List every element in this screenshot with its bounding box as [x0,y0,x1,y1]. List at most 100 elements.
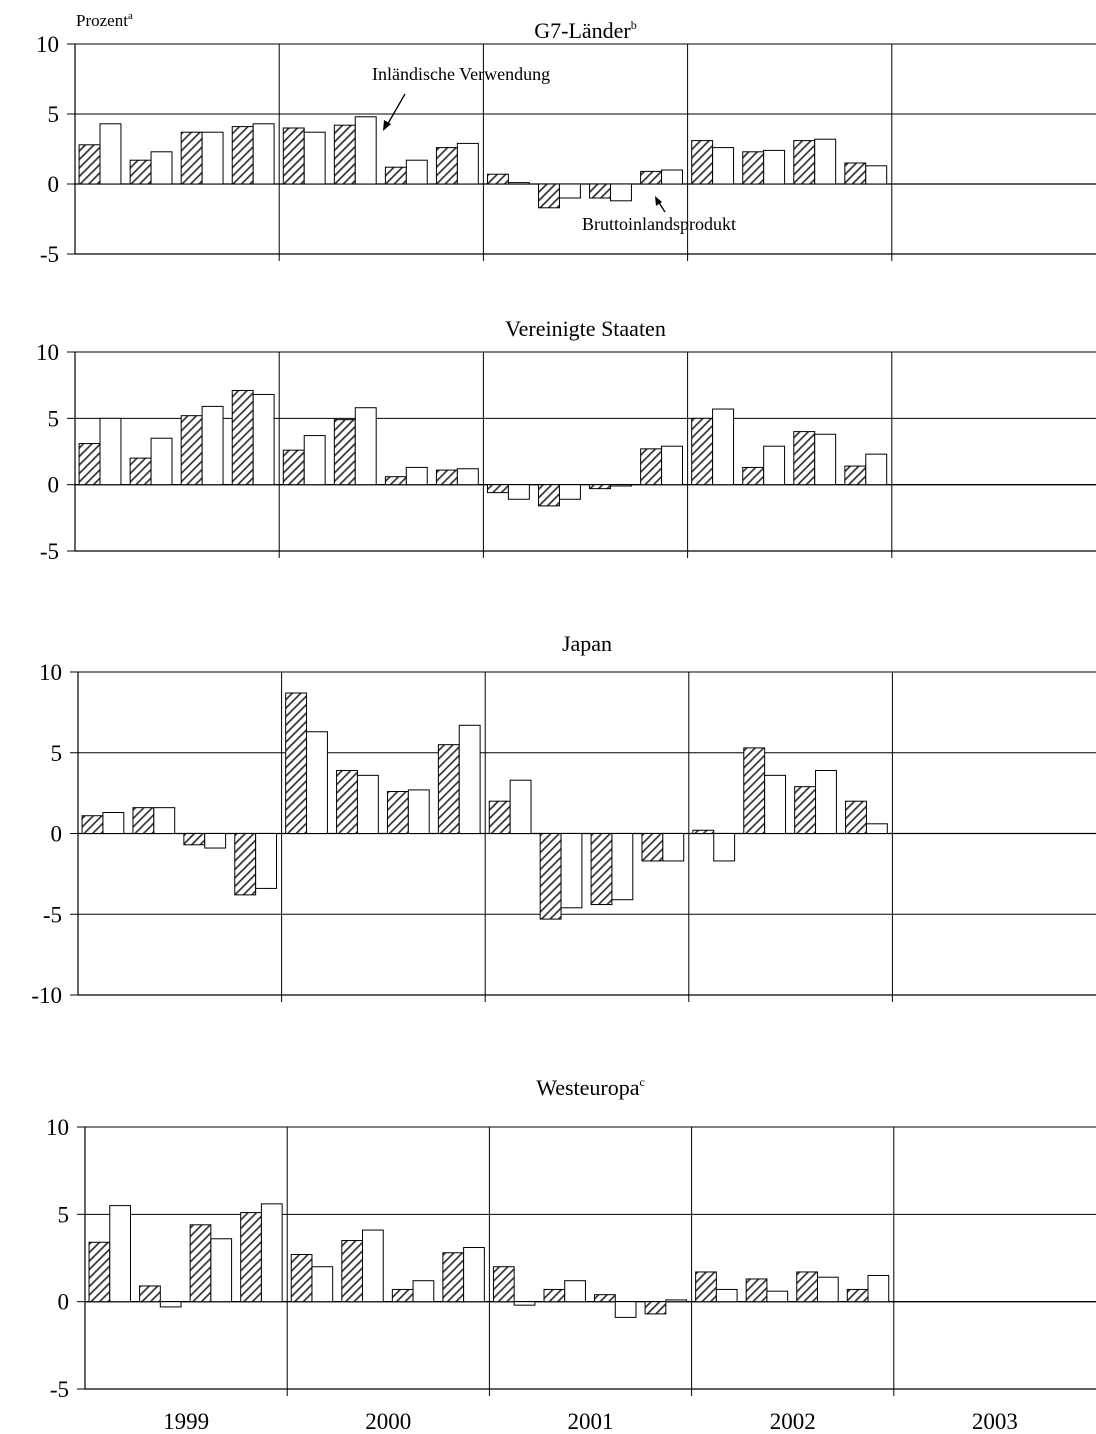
bar-bruttoinlandsprodukt [844,465,867,486]
bar-bruttoinlandsprodukt [742,151,765,185]
bar-bruttoinlandsprodukt [543,1288,566,1303]
bar-bruttoinlandsprodukt [282,449,305,486]
bar-bruttoinlandsprodukt [844,162,867,185]
bar-inlaendische-verwendung [867,1274,890,1303]
bar-bruttoinlandsprodukt [845,800,867,835]
bar-bruttoinlandsprodukt [589,183,612,199]
bar-inlaendische-verwendung [456,468,479,486]
y-tick-label: 5 [51,741,63,766]
bar-inlaendische-verwendung [362,1229,384,1303]
bar-inlaendische-verwendung [611,833,634,901]
bar-inlaendische-verwendung [766,1290,789,1303]
chart-panel: Westeuropac -5 0 5 10 [46,1075,1096,1402]
chart-panel: Vereinigte Staaten -5 0 5 10 [36,316,1096,564]
panel-title: Japan [562,631,612,656]
bar-inlaendische-verwendung [764,774,787,834]
unit-label-text: Prozent [76,11,128,30]
bar-inlaendische-verwendung [405,466,428,486]
y-tick-label: 10 [36,32,59,57]
bar-bruttoinlandsprodukt [492,1266,515,1303]
bar-inlaendische-verwendung [260,1203,283,1303]
annotation-arrowhead-gdp [655,196,662,206]
x-year-label: 2000 [365,1409,411,1434]
panel-title-text: Japan [562,631,612,656]
bar-bruttoinlandsprodukt [435,147,458,185]
bar-inlaendische-verwendung [102,812,125,835]
bar-bruttoinlandsprodukt [78,144,101,185]
bar-inlaendische-verwendung [815,770,837,835]
bar-bruttoinlandsprodukt [341,1240,364,1303]
y-tick-label: 0 [58,1290,70,1315]
bar-bruttoinlandsprodukt [594,1294,616,1303]
bar-inlaendische-verwendung [507,182,530,185]
y-tick-label: 0 [51,822,63,847]
bar-inlaendische-verwendung [109,1205,131,1303]
bar-bruttoinlandsprodukt [180,415,203,486]
bar-bruttoinlandsprodukt [285,692,308,834]
y-tick-label: 10 [36,340,59,365]
unit-label: Prozenta [76,10,133,30]
bar-bruttoinlandsprodukt [486,484,509,494]
bar-inlaendische-verwendung [210,1238,233,1303]
panel-title-text: Vereinigte Staaten [505,316,666,341]
bar-bruttoinlandsprodukt [691,140,714,185]
bar-inlaendische-verwendung [412,1280,435,1303]
bar-inlaendische-verwendung [99,417,122,486]
bar-inlaendische-verwendung [311,1266,334,1303]
x-axis-year-labels: 1999 2000 2001 2002 2003 [163,1409,1018,1434]
bar-inlaendische-verwendung [713,833,736,862]
bar-inlaendische-verwendung [865,165,888,185]
bar-bruttoinlandsprodukt [691,417,714,486]
bar-bruttoinlandsprodukt [336,770,358,835]
bar-bruttoinlandsprodukt [846,1288,869,1303]
bar-inlaendische-verwendung [456,142,479,185]
panel-title-text: Westeuropa [536,1075,640,1100]
bar-bruttoinlandsprodukt [129,457,152,486]
y-tick-label: 5 [48,406,60,431]
bar-inlaendische-verwendung [507,484,530,500]
bar-inlaendische-verwendung [303,131,326,185]
bar-bruttoinlandsprodukt [692,829,715,835]
bar-inlaendische-verwendung [407,789,430,835]
bar-bruttoinlandsprodukt [590,833,613,906]
bar-bruttoinlandsprodukt [231,389,254,486]
unit-label-footnote: a [128,10,133,22]
bar-inlaendische-verwendung [201,131,224,185]
bar-inlaendische-verwendung [712,147,735,185]
panel-title-footnote: c [639,1075,644,1089]
bar-inlaendische-verwendung [252,123,275,185]
bar-bruttoinlandsprodukt [437,744,460,834]
bar-inlaendische-verwendung [564,1280,586,1303]
bar-bruttoinlandsprodukt [183,833,206,846]
bar-bruttoinlandsprodukt [745,1278,768,1303]
bar-inlaendische-verwendung [509,779,532,835]
bar-inlaendische-verwendung [715,1288,738,1303]
bar-bruttoinlandsprodukt [796,1271,818,1303]
bar-bruttoinlandsprodukt [384,166,407,185]
bar-bruttoinlandsprodukt [589,484,612,490]
bar-bruttoinlandsprodukt [644,1301,667,1315]
bar-inlaendische-verwendung [763,149,786,185]
x-year-label: 2002 [770,1409,816,1434]
y-tick-label: -5 [40,242,59,267]
bar-inlaendische-verwendung [814,138,837,185]
bar-inlaendische-verwendung [610,484,632,487]
bar-bruttoinlandsprodukt [742,466,765,486]
panel-title: Vereinigte Staaten [505,316,666,341]
bar-bruttoinlandsprodukt [641,833,664,862]
y-tick-label: -5 [40,539,59,564]
bar-bruttoinlandsprodukt [231,126,254,185]
bar-bruttoinlandsprodukt [189,1224,212,1303]
bar-inlaendische-verwendung [306,731,328,835]
bar-inlaendische-verwendung [458,724,481,834]
bar-bruttoinlandsprodukt [282,127,305,185]
bar-inlaendische-verwendung [865,453,888,486]
panel-title-footnote: b [631,18,637,32]
annotation-inlaendische-verwendung: Inländische Verwendung [372,64,550,84]
bar-inlaendische-verwendung [150,437,173,486]
bar-inlaendische-verwendung [405,159,428,185]
annotation-arrow-inland [385,93,406,128]
bar-inlaendische-verwendung [463,1247,485,1303]
bar-bruttoinlandsprodukt [793,140,816,185]
x-year-label: 2001 [568,1409,614,1434]
